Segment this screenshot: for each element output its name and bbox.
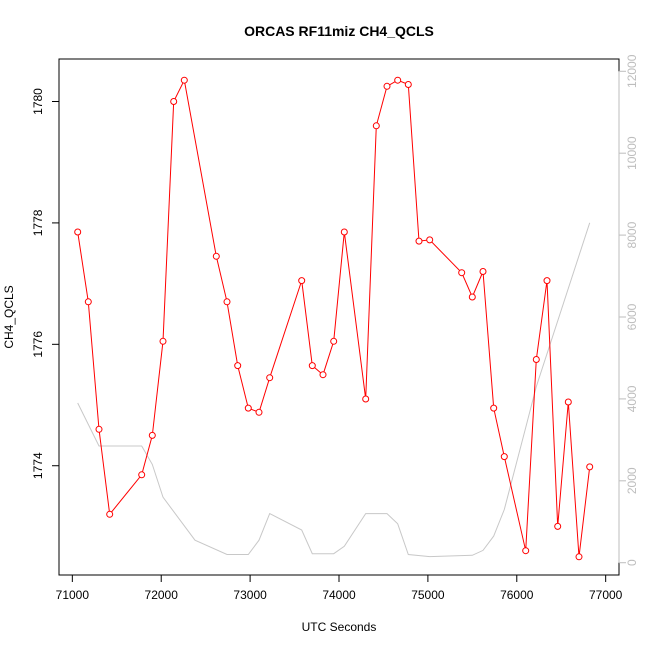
y-tick-label: 1778 <box>31 209 45 236</box>
y2-tick-label: 12000 <box>625 54 639 88</box>
ch4-data-point <box>458 269 466 277</box>
ch4-data-point <box>308 362 316 370</box>
y2-tick-label: 0 <box>625 559 639 566</box>
y-tick-label: 1776 <box>31 331 45 358</box>
x-axis-label: UTC Seconds <box>302 620 377 634</box>
ch4-data-point <box>170 98 178 105</box>
ch4-data-point <box>426 236 434 244</box>
x-axis: 71000 72000 73000 74000 75000 76000 77000 <box>56 574 623 602</box>
ch4-data-point <box>340 228 348 236</box>
ch4-data-point <box>372 122 380 130</box>
chart-title: ORCAS RF11miz CH4_QCLS <box>244 23 434 39</box>
ch4-data-point <box>564 398 572 406</box>
x-tick-label: 74000 <box>322 588 356 602</box>
ch4-data-point <box>223 298 231 306</box>
ch4-data-point <box>106 510 114 518</box>
series-layer <box>74 76 594 561</box>
y-axis-left: 1774 1776 1778 1780 <box>31 88 60 479</box>
ch4-data-point <box>255 408 263 416</box>
ch4-data-point <box>159 337 167 345</box>
y2-tick-label: 2000 <box>625 467 639 494</box>
ch4-data-point <box>298 277 306 285</box>
ch4-data-point <box>554 522 562 530</box>
ch4-data-point <box>490 404 498 412</box>
ch4-data-point <box>74 228 82 236</box>
x-tick-label: 71000 <box>56 588 90 602</box>
y-axis-right: 0 2000 4000 6000 8000 10000 12000 <box>618 54 639 566</box>
ch4-data-point <box>138 471 146 479</box>
ch4-data-point <box>362 395 370 403</box>
x-tick-label: 73000 <box>233 588 267 602</box>
y2-tick-label: 6000 <box>625 303 639 330</box>
ch4-data-point <box>148 431 156 439</box>
y2-tick-label: 4000 <box>625 385 639 412</box>
ch4-data-point <box>212 252 220 260</box>
plot-frame <box>58 58 620 576</box>
ch4-data-point <box>586 463 594 471</box>
ch4-data-point <box>404 81 412 88</box>
x-tick-label: 75000 <box>411 588 445 602</box>
y-tick-label: 1774 <box>31 452 45 479</box>
ch4-data-point <box>415 237 423 245</box>
ch4-data-point <box>95 425 103 433</box>
ch4-data-point <box>543 277 551 285</box>
secondary-series-line <box>77 222 591 558</box>
ch4-data-point <box>394 76 402 84</box>
y2-tick-label: 8000 <box>625 221 639 248</box>
ch4-data-point <box>84 298 92 306</box>
x-tick-label: 72000 <box>145 588 179 602</box>
ch4-data-point <box>244 404 252 412</box>
ch4-data-point <box>479 268 487 275</box>
ch4-data-point <box>319 371 327 379</box>
ch4-data-point <box>575 553 583 561</box>
ch4-series-line <box>77 78 591 557</box>
ch4-data-point <box>383 82 391 90</box>
ch4-data-point <box>532 356 540 363</box>
y-tick-label: 1780 <box>31 88 45 115</box>
ch4-data-point <box>468 293 476 301</box>
ch4-data-point <box>522 547 530 555</box>
y2-tick-label: 10000 <box>625 136 639 170</box>
x-tick-label: 76000 <box>500 588 534 602</box>
y-axis-label: CH4_QCLS <box>2 285 16 348</box>
x-tick-label: 77000 <box>589 588 623 602</box>
ch4-data-point <box>330 337 338 345</box>
ch4-data-point <box>234 362 242 370</box>
ch4-data-point <box>180 76 188 84</box>
ch4-data-point <box>266 374 274 382</box>
ch4-data-point <box>500 453 508 461</box>
